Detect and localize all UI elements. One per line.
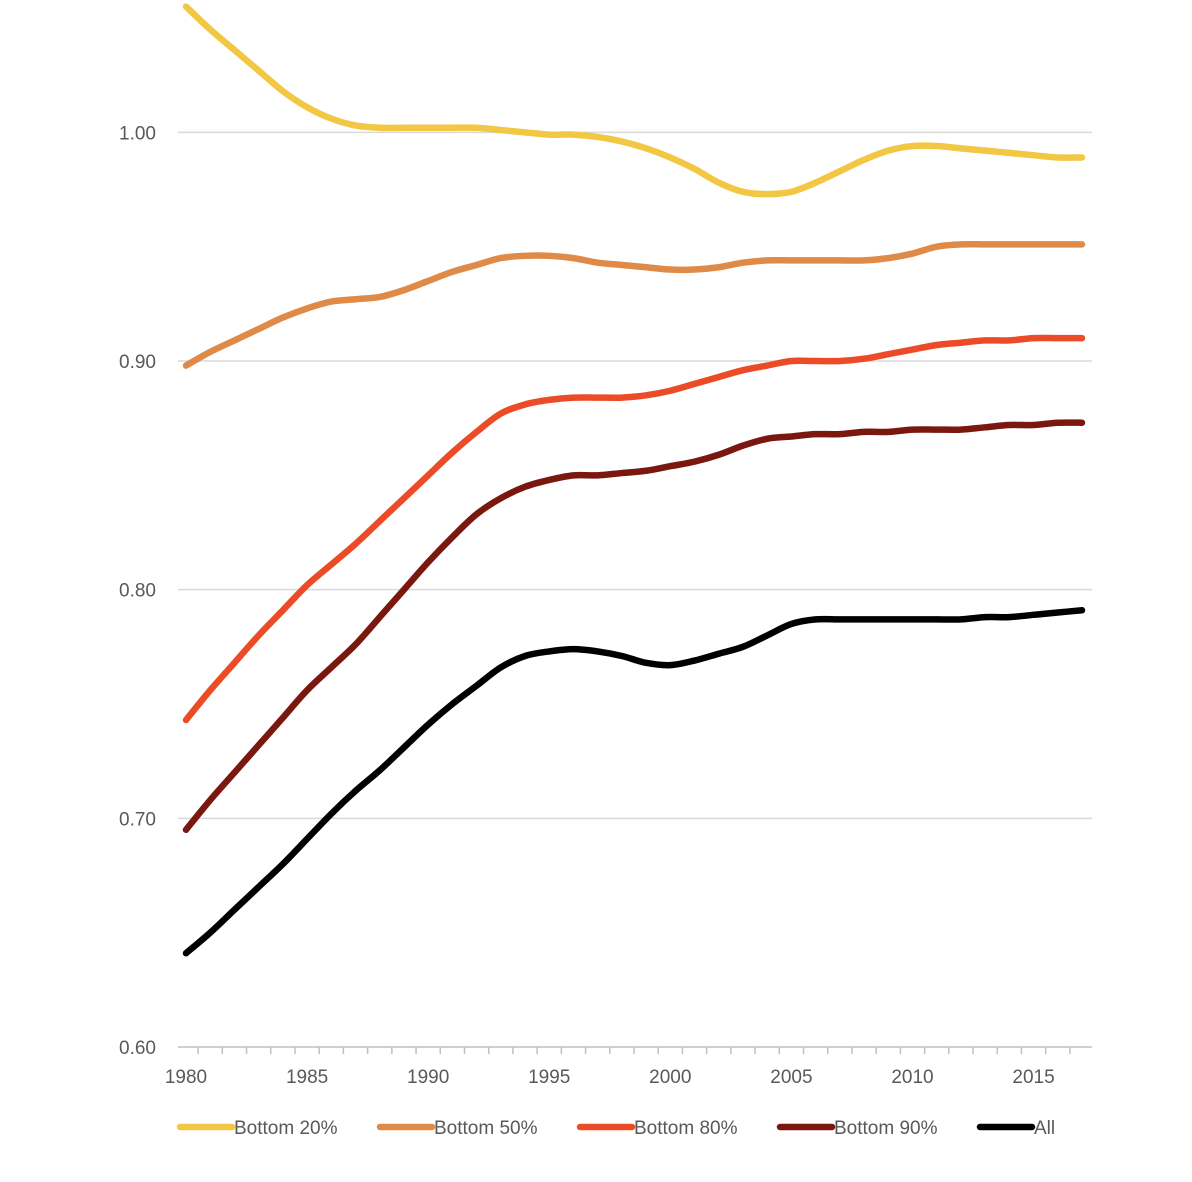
x-axis-labels: 1980 1985 1990 1995 2000 2005 2010 2015 xyxy=(165,1067,1055,1088)
legend-label: Bottom 80% xyxy=(634,1118,738,1139)
series-lines xyxy=(182,3,1086,957)
legend-item-bottom-90: Bottom 90% xyxy=(776,1118,938,1139)
x-tick-label: 2010 xyxy=(891,1067,933,1088)
legend-item-all: All xyxy=(976,1118,1055,1139)
y-axis-labels: 0.60 0.70 0.80 0.90 1.00 xyxy=(119,123,156,1059)
series-line-bottom-80 xyxy=(182,334,1086,724)
x-tick-label: 2000 xyxy=(649,1067,691,1088)
legend-item-bottom-80: Bottom 80% xyxy=(576,1118,738,1139)
legend-item-bottom-20: Bottom 20% xyxy=(176,1118,338,1139)
x-tick-label: 2015 xyxy=(1012,1067,1054,1088)
x-tick-label: 1990 xyxy=(407,1067,449,1088)
legend-item-bottom-50: Bottom 50% xyxy=(376,1118,538,1139)
x-tick-label: 1980 xyxy=(165,1067,207,1088)
x-tick-label: 1985 xyxy=(286,1067,328,1088)
series-line-all xyxy=(182,607,1086,957)
x-tick-label: 2005 xyxy=(770,1067,812,1088)
x-tick-label: 1995 xyxy=(528,1067,570,1088)
y-tick-label: 0.90 xyxy=(119,352,156,373)
legend-label: All xyxy=(1034,1118,1055,1139)
gridlines xyxy=(178,131,1092,820)
legend-label: Bottom 90% xyxy=(834,1118,938,1139)
legend-label: Bottom 20% xyxy=(234,1118,338,1139)
series-line-bottom-20 xyxy=(182,3,1086,198)
series-line-bottom-90 xyxy=(182,419,1086,834)
y-tick-label: 0.70 xyxy=(119,809,156,830)
series-line-bottom-50 xyxy=(182,240,1086,369)
y-tick-label: 0.60 xyxy=(119,1038,156,1059)
legend: Bottom 20% Bottom 50% Bottom 80% Bottom 90%… xyxy=(176,1118,1055,1139)
y-tick-label: 1.00 xyxy=(119,123,156,144)
legend-label: Bottom 50% xyxy=(434,1118,538,1139)
y-tick-label: 0.80 xyxy=(119,581,156,602)
x-axis xyxy=(178,1046,1092,1054)
